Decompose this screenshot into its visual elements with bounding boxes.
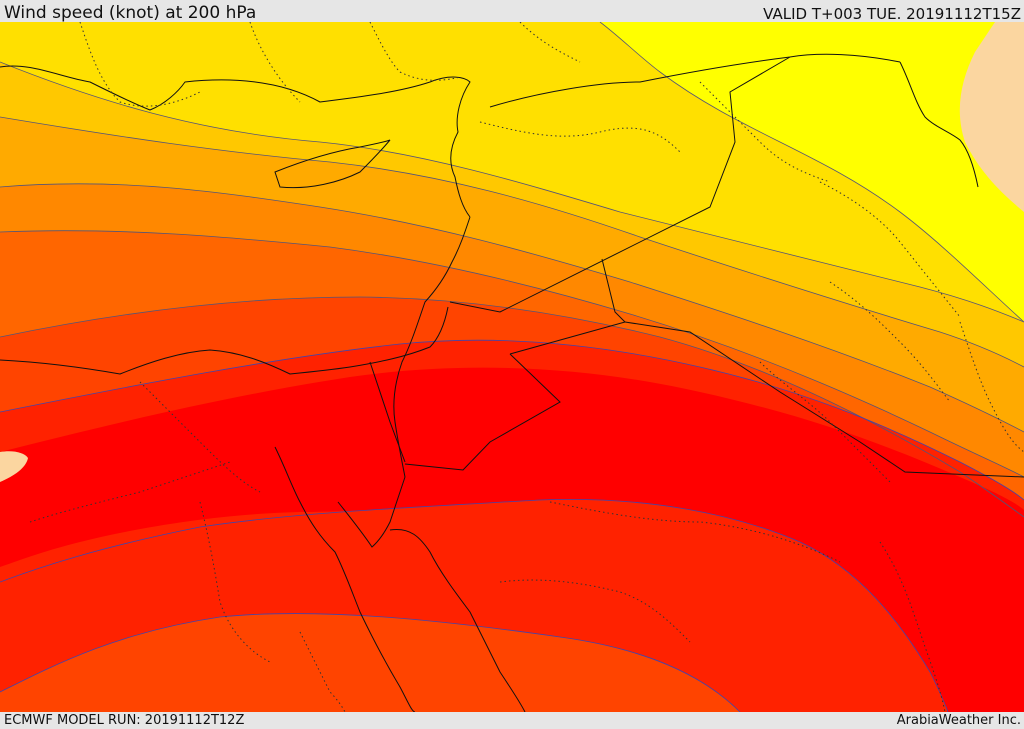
footer-bar: ECMWF MODEL RUN: 20191112T12Z ArabiaWeat… (0, 712, 1024, 729)
admin-borders (29, 22, 1024, 712)
borders (369, 56, 1024, 478)
map-canvas (0, 22, 1024, 712)
model-run: ECMWF MODEL RUN: 20191112T12Z (4, 713, 245, 728)
band-yellow (600, 22, 1024, 322)
credit: ArabiaWeather Inc. (896, 713, 1021, 728)
band-core-red (0, 367, 1024, 712)
title-bar: Wind speed (knot) at 200 hPa VALID T+003… (0, 0, 1024, 23)
band-peach (959, 22, 1024, 212)
map-title: Wind speed (knot) at 200 hPa (4, 3, 257, 23)
coastlines (0, 53, 979, 712)
valid-time: VALID T+003 TUE. 20191112T15Z (763, 5, 1021, 23)
band-peach-west (0, 451, 28, 482)
wind-speed-map[interactable] (0, 22, 1024, 712)
band-bottom-orange (0, 613, 740, 712)
